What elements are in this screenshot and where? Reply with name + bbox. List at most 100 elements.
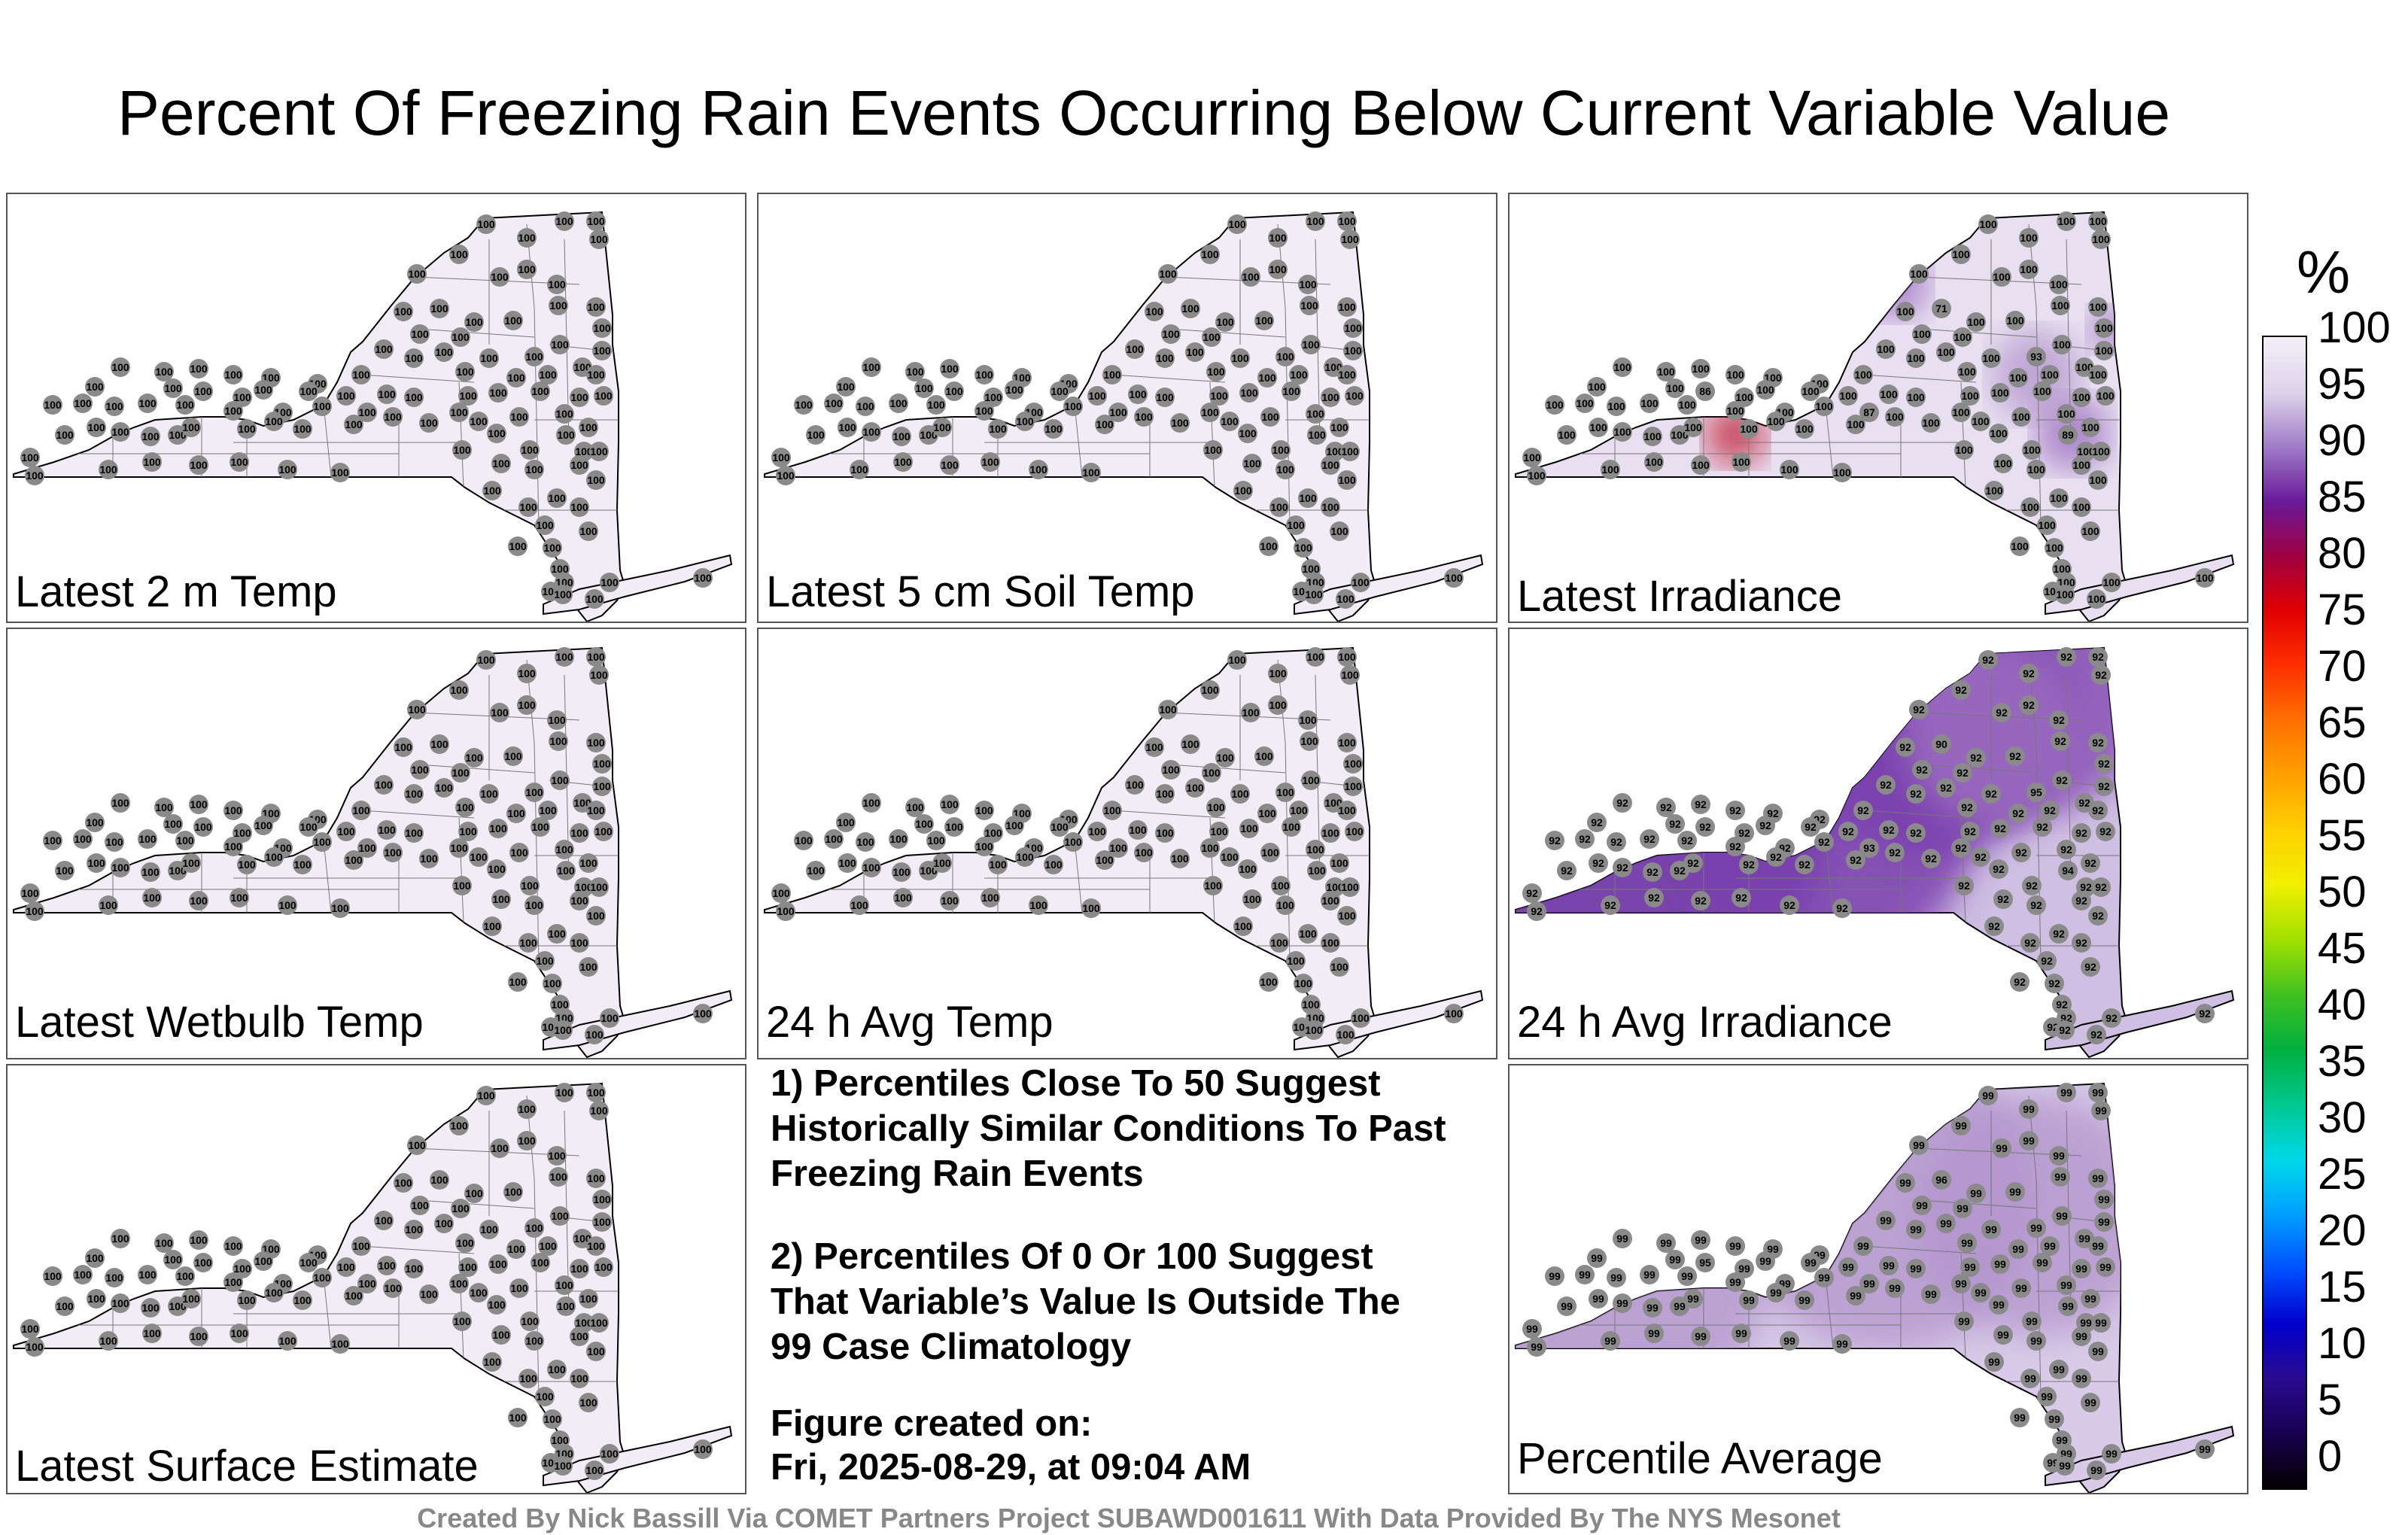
station-marker <box>336 822 356 841</box>
station-marker <box>2008 804 2028 823</box>
station-marker <box>2005 311 2025 330</box>
station-value: 100 <box>1221 415 1239 427</box>
station-value: 100 <box>587 910 605 922</box>
station-value: 100 <box>2045 542 2063 554</box>
station-marker <box>430 1170 449 1190</box>
county-line <box>428 329 535 338</box>
station-value: 100 <box>850 464 868 476</box>
station-value: 99 <box>1735 1327 1747 1339</box>
station-marker <box>383 843 403 862</box>
station-marker <box>2026 895 2046 915</box>
station-marker <box>1912 760 1932 780</box>
station-marker <box>1814 397 1834 416</box>
panel-label: Latest Wetbulb Temp <box>15 998 424 1047</box>
station-value: 100 <box>345 1290 363 1302</box>
station-value: 92 <box>2098 780 2110 792</box>
station-value: 100 <box>489 387 507 399</box>
station-value: 100 <box>465 1187 483 1199</box>
station-marker <box>2052 771 2072 790</box>
station-value: 100 <box>1255 315 1273 327</box>
station-marker <box>1683 418 1703 437</box>
station-value: 100 <box>465 316 483 328</box>
station-value: 92 <box>2090 1029 2102 1041</box>
station-marker <box>299 1253 318 1272</box>
station-marker <box>1304 585 1324 604</box>
station-value: 100 <box>254 384 272 396</box>
station-marker <box>1951 403 1971 422</box>
station-value: 100 <box>1258 372 1276 384</box>
station-value: 100 <box>2072 501 2090 513</box>
station-marker <box>1337 211 1357 231</box>
station-value: 100 <box>570 1263 588 1275</box>
station-value: 100 <box>2089 301 2107 313</box>
station-value: 99 <box>1857 1240 1869 1252</box>
station-marker <box>524 1218 544 1238</box>
colorbar-tick: 70 <box>2318 642 2367 691</box>
station-value: 100 <box>548 278 566 290</box>
station-value: 100 <box>862 361 880 373</box>
station-value: 92 <box>2092 804 2104 816</box>
station-marker <box>175 831 195 850</box>
station-value: 100 <box>1201 684 1219 696</box>
station-marker <box>1853 365 1873 385</box>
station-marker <box>776 901 795 921</box>
station-marker <box>1081 463 1101 482</box>
station-marker <box>2072 1259 2091 1278</box>
station-value: 93 <box>1863 842 1875 854</box>
station-value: 100 <box>575 445 593 457</box>
station-value: 100 <box>1684 421 1702 433</box>
station-marker <box>570 823 589 843</box>
station-value: 100 <box>1159 704 1177 716</box>
station-value: 92 <box>2095 881 2107 893</box>
station-value: 100 <box>74 1269 92 1281</box>
station-value: 92 <box>1531 905 1543 917</box>
station-value: 92 <box>1964 825 1976 837</box>
station-marker <box>1756 1251 1775 1271</box>
map-panel: 92 92 92 92 92 92 92 92 92 92 92 90 92 92 92 92 92 92 92 92… <box>1508 628 2248 1059</box>
station-value: 92 <box>2098 758 2110 770</box>
station-value: 100 <box>518 667 536 679</box>
station-marker <box>430 299 449 318</box>
station-value: 100 <box>405 827 423 839</box>
station-marker <box>2088 801 2108 820</box>
station-marker <box>43 831 62 850</box>
station-value: 100 <box>26 1341 44 1353</box>
station-marker <box>374 775 394 795</box>
station-marker <box>1990 819 2010 838</box>
station-value: 100 <box>1321 937 1339 949</box>
station-marker <box>1108 838 1128 858</box>
station-marker <box>1966 1184 1986 1203</box>
station-marker <box>570 1327 589 1346</box>
station-value: 100 <box>1833 467 1851 479</box>
station-value: 100 <box>1228 654 1246 666</box>
station-marker <box>2019 1099 2039 1119</box>
station-value: 100 <box>590 881 608 893</box>
station-value: 99 <box>1955 1120 1967 1132</box>
station-value: 100 <box>1815 400 1833 412</box>
station-marker <box>524 1331 544 1351</box>
station-marker <box>181 1289 201 1309</box>
station-marker <box>1879 385 1899 404</box>
station-value: 100 <box>182 857 200 869</box>
station-marker <box>1242 889 1262 909</box>
station-value: 100 <box>509 1412 527 1424</box>
station-value: 100 <box>1640 397 1659 409</box>
shading-blob <box>1861 251 1929 318</box>
station-marker <box>1665 378 1685 398</box>
station-value: 100 <box>1234 920 1252 932</box>
station-marker <box>892 427 911 446</box>
station-marker <box>543 538 562 558</box>
station-marker <box>1268 695 1288 715</box>
station-marker <box>458 1257 478 1277</box>
station-marker <box>2087 1461 2106 1480</box>
station-marker <box>592 1212 612 1232</box>
station-marker <box>1241 703 1260 722</box>
station-marker <box>407 264 427 284</box>
station-value: 99 <box>1579 1269 1591 1281</box>
station-marker <box>589 665 609 685</box>
station-marker <box>452 876 472 895</box>
station-value: 100 <box>451 767 470 779</box>
station-marker <box>351 801 371 820</box>
station-value: 100 <box>1269 667 1287 679</box>
station-marker <box>2051 296 2070 315</box>
